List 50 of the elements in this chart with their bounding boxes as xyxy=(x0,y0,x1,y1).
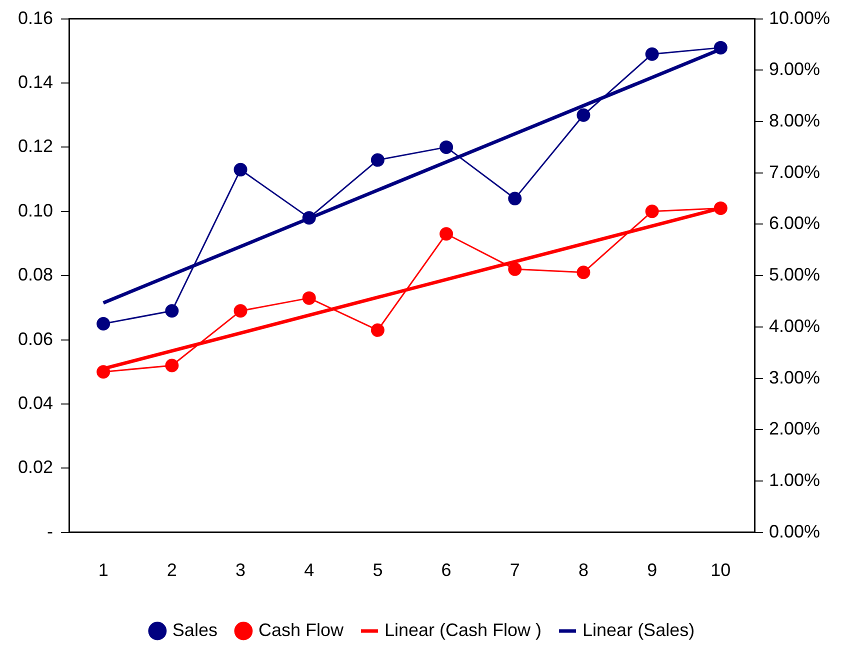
point xyxy=(165,304,179,318)
y2-tick-label: 0.00% xyxy=(768,521,820,542)
point xyxy=(440,140,454,154)
point xyxy=(96,317,110,330)
y-tick-label: 0.12 xyxy=(18,136,54,156)
y-tick-label: 0.02 xyxy=(18,457,54,478)
point xyxy=(370,323,384,337)
y2-tick-label: 6.00% xyxy=(768,213,820,234)
x-tick-label: 7 xyxy=(510,560,520,580)
point xyxy=(165,358,179,372)
x-tick-label: 1 xyxy=(98,560,108,580)
x-tick-label: 9 xyxy=(647,560,658,580)
point xyxy=(234,162,248,176)
legend-label: Linear (Sales) xyxy=(582,620,695,640)
y2-tick-label: 4.00% xyxy=(768,316,820,336)
y-tick-label: 0.10 xyxy=(18,200,54,220)
y-tick-label: 0.16 xyxy=(18,8,54,28)
legend-label: Linear (Cash Flow ) xyxy=(384,620,542,640)
legend-label: Sales xyxy=(172,620,218,640)
point xyxy=(576,266,590,280)
x-tick-label: 3 xyxy=(236,560,246,580)
y2-tick-label: 10.00% xyxy=(768,8,830,28)
y-tick-label: 0.04 xyxy=(18,392,54,413)
y-tick-label: - xyxy=(47,521,54,542)
x-tick-label: 6 xyxy=(441,560,452,580)
point xyxy=(508,192,522,206)
x-tick-label: 5 xyxy=(372,560,383,580)
point xyxy=(302,291,316,305)
point xyxy=(508,262,522,276)
y-tick-label: 0.14 xyxy=(18,72,54,92)
x-tick-label: 4 xyxy=(304,560,314,580)
y-tick-label: 0.08 xyxy=(18,264,54,285)
point xyxy=(645,204,659,218)
legend-label: Cash Flow xyxy=(258,620,344,640)
y2-tick-label: 3.00% xyxy=(768,367,820,388)
point xyxy=(440,227,454,241)
x-tick-label: 2 xyxy=(166,560,177,580)
y-tick-label: 0.06 xyxy=(18,328,54,349)
y2-tick-label: 7.00% xyxy=(768,162,820,182)
x-tick-label: 8 xyxy=(578,560,588,580)
y2-tick-label: 5.00% xyxy=(768,264,820,285)
x-tick-label: 10 xyxy=(710,560,731,580)
y2-tick-label: 1.00% xyxy=(768,470,820,490)
point xyxy=(370,153,384,167)
point xyxy=(645,47,659,61)
point xyxy=(576,108,590,122)
y2-tick-label: 8.00% xyxy=(768,110,820,130)
point xyxy=(234,304,248,318)
y2-tick-label: 9.00% xyxy=(768,59,820,80)
y2-tick-label: 2.00% xyxy=(768,418,820,439)
